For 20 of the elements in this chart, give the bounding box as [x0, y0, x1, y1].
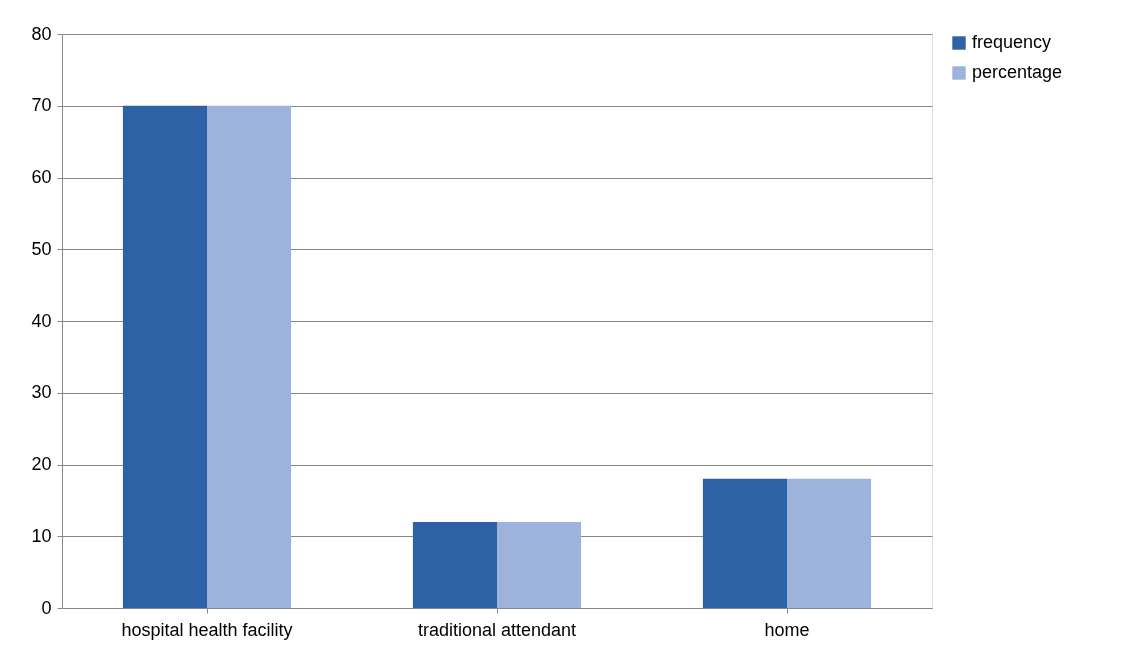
y-tick-label: 30 [31, 382, 52, 403]
legend-label: frequency [972, 32, 1052, 52]
y-tick-label: 70 [31, 95, 52, 116]
x-tick-label: hospital health facility [121, 619, 293, 640]
bar [122, 105, 207, 608]
bar [702, 478, 787, 608]
bar [412, 521, 497, 608]
y-tick-label: 40 [31, 310, 52, 331]
bar [497, 521, 582, 608]
y-tick-label: 50 [31, 238, 52, 259]
y-tick-label: 60 [31, 167, 52, 187]
bar [787, 478, 872, 608]
y-tick-label: 20 [31, 454, 52, 474]
bar [207, 105, 292, 608]
y-tick-label: 0 [41, 597, 52, 618]
legend-label: percentage [972, 62, 1063, 82]
y-tick-label: 80 [31, 23, 52, 44]
x-tick-label: traditional attendant [417, 619, 577, 640]
y-tick-label: 10 [31, 525, 52, 546]
x-tick-label: home [764, 619, 810, 640]
